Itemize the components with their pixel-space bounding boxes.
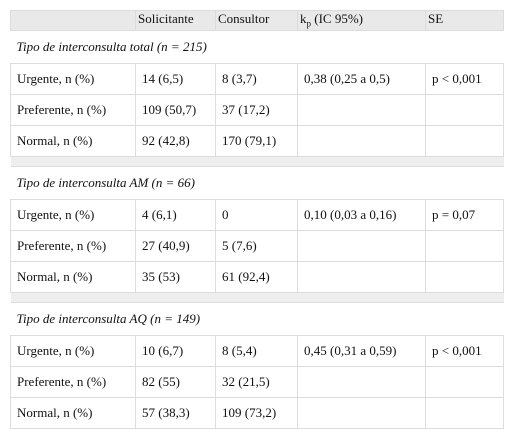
data-row: Normal, n (%) 35 (53) 61 (92,4) — [10, 261, 504, 293]
cell: 109 (73,2) — [215, 397, 298, 429]
cell: p < 0,001 — [425, 63, 504, 95]
cell: 82 (55) — [135, 366, 216, 398]
cell — [425, 397, 504, 429]
cell — [297, 261, 426, 293]
cell: 27 (40,9) — [135, 230, 216, 262]
header-text: (IC 95%) — [311, 11, 363, 26]
cell: 61 (92,4) — [215, 261, 298, 293]
header-subscript: p — [306, 18, 312, 29]
header-cell: Solicitante — [135, 10, 216, 31]
section-title: Tipo de interconsulta total (n = 215) — [10, 30, 504, 64]
data-row: Urgente, n (%) 10 (6,7) 8 (5,4) 0,45 (0,31 … — [10, 335, 504, 367]
spacer-cell — [10, 292, 504, 303]
row-label: Urgente, n (%) — [10, 335, 136, 367]
cell: 0 — [215, 199, 298, 231]
data-row: Normal, n (%) 92 (42,8) 170 (79,1) — [10, 125, 504, 157]
cell — [297, 397, 426, 429]
cell: 10 (6,7) — [135, 335, 216, 367]
cell: p = 0,07 — [425, 199, 504, 231]
cell — [425, 230, 504, 262]
data-row: Normal, n (%) 57 (38,3) 109 (73,2) — [10, 397, 504, 429]
data-row: Preferente, n (%) 109 (50,7) 37 (17,2) — [10, 94, 504, 126]
spacer-cell — [10, 156, 504, 167]
row-label: Urgente, n (%) — [10, 199, 136, 231]
header-cell: SE — [425, 10, 504, 31]
spacer-row — [10, 156, 504, 167]
header-text: k — [300, 11, 307, 26]
data-row: Preferente, n (%) 27 (40,9) 5 (7,6) — [10, 230, 504, 262]
data-row: Urgente, n (%) 4 (6,1) 0 0,10 (0,03 a 0,16)… — [10, 199, 504, 231]
cell: 32 (21,5) — [215, 366, 298, 398]
header-cell: kp (IC 95%) — [297, 10, 426, 31]
cell: 170 (79,1) — [215, 125, 298, 157]
cell — [297, 125, 426, 157]
cell: 4 (6,1) — [135, 199, 216, 231]
row-label: Normal, n (%) — [10, 125, 136, 157]
header-cell: Consultor — [215, 10, 298, 31]
cell — [425, 261, 504, 293]
row-label: Normal, n (%) — [10, 397, 136, 429]
cell: 57 (38,3) — [135, 397, 216, 429]
row-label: Preferente, n (%) — [10, 94, 136, 126]
cell — [297, 94, 426, 126]
section-title-row: Tipo de interconsulta total (n = 215) — [10, 30, 504, 64]
table-body: Tipo de interconsulta total (n = 215) Urg… — [10, 30, 504, 429]
cell — [425, 125, 504, 157]
row-label: Normal, n (%) — [10, 261, 136, 293]
data-row: Urgente, n (%) 14 (6,5) 8 (3,7) 0,38 (0,25 … — [10, 63, 504, 95]
header-row: Solicitante Consultor kp (IC 95%) SE — [10, 10, 504, 31]
section-title: Tipo de interconsulta AQ (n = 149) — [10, 302, 504, 336]
cell: 5 (7,6) — [215, 230, 298, 262]
cell: 0,38 (0,25 a 0,5) — [297, 63, 426, 95]
cell — [425, 94, 504, 126]
row-label: Preferente, n (%) — [10, 366, 136, 398]
section-title-row: Tipo de interconsulta AM (n = 66) — [10, 166, 504, 200]
cell — [425, 366, 504, 398]
cell — [297, 230, 426, 262]
cell: 0,45 (0,31 a 0,59) — [297, 335, 426, 367]
cell: 8 (5,4) — [215, 335, 298, 367]
section-title: Tipo de interconsulta AM (n = 66) — [10, 166, 504, 200]
table: Solicitante Consultor kp (IC 95%) SE Tip… — [10, 10, 504, 429]
cell — [297, 366, 426, 398]
data-row: Preferente, n (%) 82 (55) 32 (21,5) — [10, 366, 504, 398]
header-cell — [10, 10, 136, 31]
cell: 8 (3,7) — [215, 63, 298, 95]
spacer-row — [10, 292, 504, 303]
row-label: Urgente, n (%) — [10, 63, 136, 95]
cell: p < 0,001 — [425, 335, 504, 367]
cell: 37 (17,2) — [215, 94, 298, 126]
cell: 35 (53) — [135, 261, 216, 293]
table-container: Solicitante Consultor kp (IC 95%) SE Tip… — [10, 10, 504, 429]
cell: 0,10 (0,03 a 0,16) — [297, 199, 426, 231]
row-label: Preferente, n (%) — [10, 230, 136, 262]
section-title-row: Tipo de interconsulta AQ (n = 149) — [10, 302, 504, 336]
cell: 92 (42,8) — [135, 125, 216, 157]
cell: 14 (6,5) — [135, 63, 216, 95]
cell: 109 (50,7) — [135, 94, 216, 126]
